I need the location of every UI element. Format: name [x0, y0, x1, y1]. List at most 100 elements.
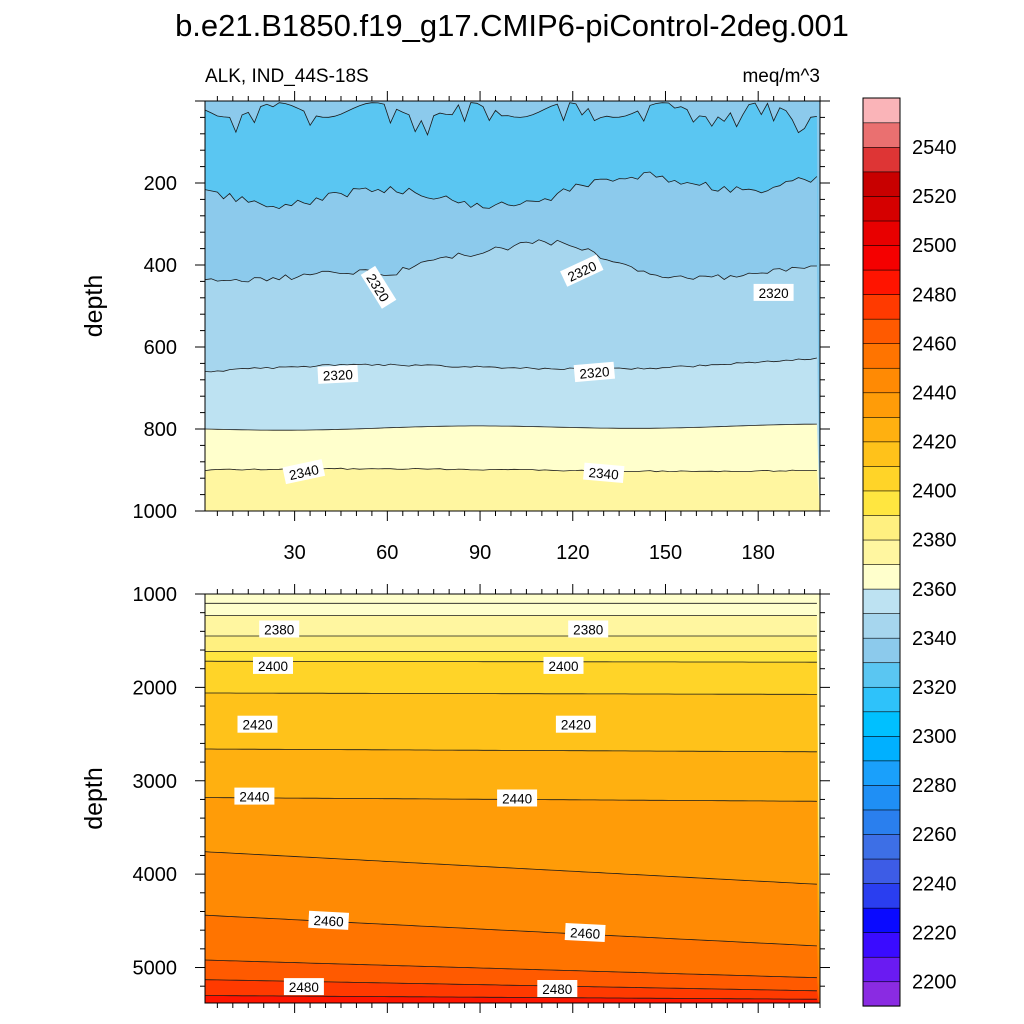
colorbar-label: 2200	[912, 972, 957, 994]
contour-label-box	[237, 715, 278, 733]
contour-label-text: 2480	[542, 982, 572, 997]
contour-label-text: 2400	[548, 659, 578, 674]
contour-label: 2460	[308, 910, 350, 930]
contour-label-text: 2440	[502, 792, 532, 807]
panel-frame	[204, 593, 821, 1004]
contour-label-box	[497, 789, 538, 807]
colorbar-swatch	[862, 613, 901, 639]
colorbar-swatch	[862, 318, 901, 344]
colorbar-label: 2500	[912, 235, 957, 257]
colorbar-swatch	[862, 981, 901, 1007]
contour-line-2350	[205, 357, 817, 373]
y-tick-label: 3000	[133, 771, 178, 793]
colorbar-swatch	[862, 392, 901, 418]
colorbar-swatch	[862, 563, 901, 590]
contour-label: 2340	[282, 459, 326, 485]
colorbar-swatch	[862, 882, 901, 909]
colorbar-label: 2360	[912, 579, 957, 601]
colorbar-label: 2400	[912, 481, 957, 503]
colorbar-swatch	[862, 735, 901, 762]
contour-label: 2420	[237, 715, 278, 733]
contour-label-box	[753, 283, 794, 301]
lower-panel: 2380 2380 2400 2400 2420 2420 2440 2440 2460 2460…	[80, 584, 830, 1013]
y-tick-label: 600	[144, 337, 177, 359]
contour-line-2460	[205, 959, 817, 979]
contour-label-text: 2340	[288, 462, 321, 483]
y-tick-label: 5000	[133, 958, 178, 980]
contour-label-text: 2320	[759, 286, 789, 301]
colorbar-label: 2480	[912, 284, 957, 306]
colorbar-swatch	[862, 97, 901, 124]
colorbar-label: 2320	[912, 677, 957, 699]
contour-label-box	[583, 462, 625, 484]
colorbar-swatch	[862, 662, 901, 688]
contour-line-2440	[205, 851, 817, 885]
contour-label-text: 2380	[573, 623, 603, 638]
contour-label: 2420	[555, 715, 596, 733]
y-axis-title: depth	[80, 767, 108, 830]
contour-label-text: 2420	[561, 718, 591, 733]
contour-label-box	[308, 910, 350, 930]
colorbar-swatch	[862, 907, 901, 933]
contour-label: 2320	[317, 364, 359, 384]
x-tick-label: 150	[649, 542, 682, 564]
contour-line-2480	[205, 995, 817, 1000]
contour-label-box	[543, 656, 584, 674]
contour-label-box	[564, 922, 606, 943]
contour-label: 2380	[259, 620, 300, 638]
contour-line-2420	[205, 748, 817, 753]
units-label: meq/m^3	[742, 66, 820, 87]
colorbar-swatch	[862, 465, 901, 492]
colorbar-swatch	[862, 539, 901, 565]
chart-title: b.e21.B1850.f19_g17.CMIP6-piControl-2deg…	[175, 8, 849, 43]
contour-label: 2400	[543, 656, 584, 674]
colorbar-swatch	[862, 490, 901, 516]
contour-label: 2400	[253, 656, 293, 674]
colorbar-swatch	[862, 760, 901, 786]
contour-label-text: 2460	[570, 925, 601, 942]
colorbar-swatch	[862, 244, 901, 271]
colorbar-swatch	[862, 858, 901, 884]
colorbar-label: 2540	[912, 137, 957, 159]
contour-label-box	[555, 715, 596, 733]
contour-label: 2480	[537, 980, 578, 997]
colorbar-label: 2280	[912, 775, 957, 797]
x-tick-label: 90	[469, 542, 491, 564]
colorbar-swatch	[862, 711, 901, 737]
contour-label-text: 2440	[239, 790, 269, 805]
contour-band-2480	[205, 995, 819, 1003]
colorbar-label: 2520	[912, 186, 957, 208]
contour-label-text: 2320	[579, 364, 610, 382]
y-tick-label: 800	[144, 419, 177, 441]
colorbar-swatch	[862, 686, 901, 713]
y-tick-label: 200	[144, 173, 177, 195]
contour-label-text: 2480	[289, 980, 319, 995]
colorbar-label: 2460	[912, 333, 957, 355]
colorbar-swatch	[862, 637, 901, 664]
contour-label: 2440	[497, 789, 538, 807]
y-tick-label: 400	[144, 255, 177, 277]
contour-label: 2480	[283, 978, 324, 996]
contour-label-box	[283, 978, 324, 996]
x-tick-label: 180	[742, 542, 775, 564]
colorbar-swatch	[862, 367, 901, 394]
contour-label: 2460	[564, 922, 606, 943]
contour-line-2410	[205, 692, 817, 695]
colorbar-label: 2260	[912, 824, 957, 846]
colorbar-label: 2240	[912, 873, 957, 895]
contour-label-box	[560, 254, 604, 287]
contour-label-box	[234, 787, 275, 805]
colorbar-label: 2300	[912, 726, 957, 748]
colorbar-swatch	[862, 146, 901, 173]
variable-label: ALK, IND_44S-18S	[205, 66, 369, 87]
colorbar-swatch	[862, 441, 901, 467]
colorbar-swatch	[862, 416, 901, 443]
contour-line-2330	[205, 171, 818, 210]
contour-label: 2440	[234, 787, 275, 805]
colorbar-label: 2440	[912, 383, 957, 405]
panel-frame	[204, 100, 821, 512]
colorbar-swatch	[862, 514, 901, 541]
contour-line-2450	[205, 914, 817, 947]
